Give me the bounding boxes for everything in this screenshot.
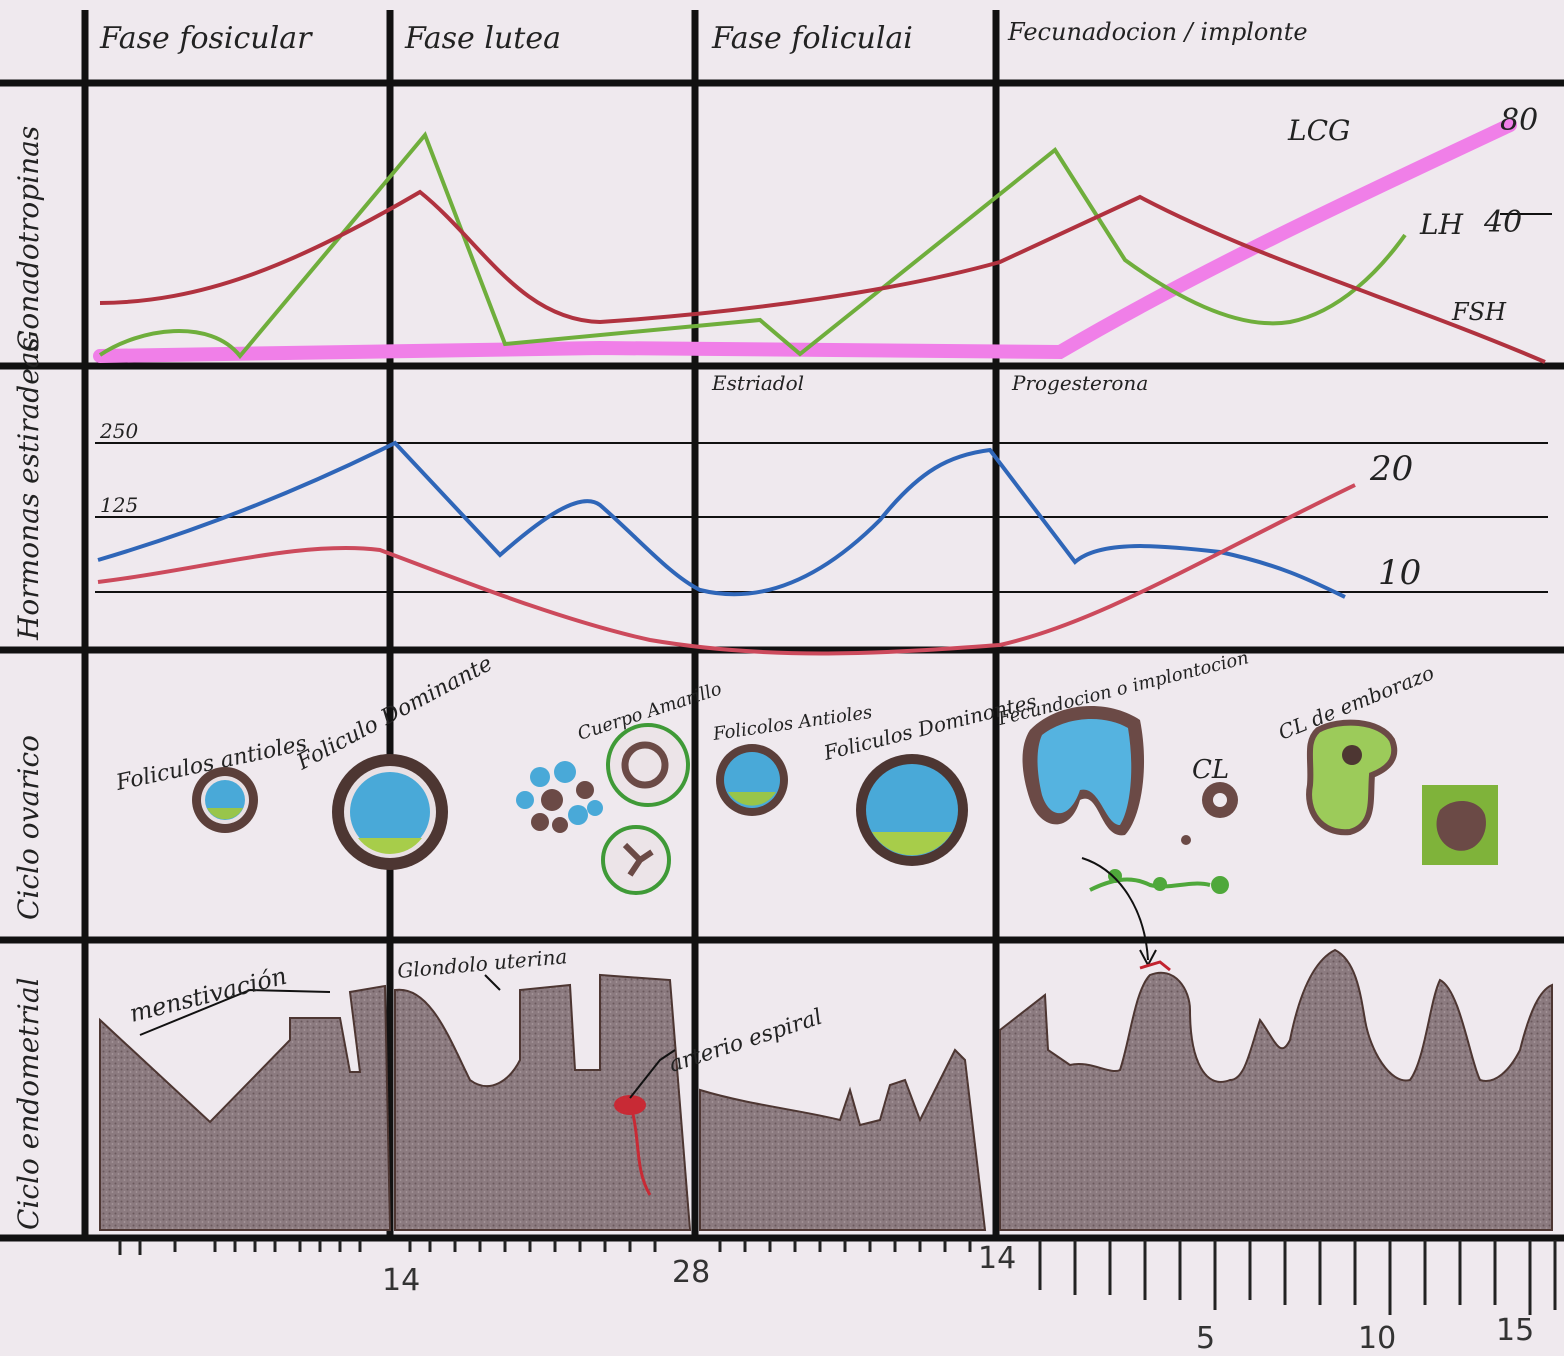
axis-label-day-14: 14 <box>382 1263 420 1298</box>
implantation-arrow <box>1081 857 1149 961</box>
phase-header-lutea: Fase lutea <box>404 21 561 56</box>
follicle-antral-2 <box>716 744 788 816</box>
progesterona-curve <box>97 483 1356 656</box>
lcg-label: LCG <box>1287 114 1350 147</box>
embryo-migration <box>1089 869 1229 894</box>
hormonas-gridlines <box>95 442 1548 593</box>
label-cl: CL <box>1192 755 1229 785</box>
phase-header-folicular-1: Fase fosicular <box>99 21 313 56</box>
estradiol-label: Estriadol <box>711 371 804 395</box>
implantation-site <box>1139 960 1171 972</box>
lh-curve <box>98 131 1407 360</box>
phase-header-fecundacion: Fecunadocion / implonte <box>1007 18 1308 46</box>
axis-ticks-days <box>118 1240 972 1255</box>
label-arteria-espiral: arterio espiral <box>666 1005 825 1078</box>
embryo-square <box>1422 785 1498 865</box>
gonadotropinas-panel: LCG LH FSH 80 40 <box>93 103 1552 364</box>
endometrium-menstrual <box>99 984 392 1231</box>
scale-label-80: 80 <box>1500 103 1538 138</box>
axis-ticks-weeks <box>1038 1240 1557 1315</box>
scale-label-250: 250 <box>99 419 138 443</box>
axis-label-week-15: 15 <box>1496 1313 1534 1348</box>
row-label-ciclo-ovarico: Ciclo ovarico <box>12 735 45 920</box>
gland-pointer <box>484 974 501 991</box>
estradiol-curve <box>97 440 1346 599</box>
fsh-curve <box>99 189 1546 364</box>
ovulated-follicle <box>1022 706 1145 836</box>
cl-pregnancy <box>1306 719 1398 836</box>
axis-label-week-10: 10 <box>1358 1321 1396 1356</box>
follicle-dominant-1 <box>332 754 448 870</box>
row-labels: Gonadotropinas Hormonas estiradeas Ciclo… <box>12 126 45 1230</box>
scale-label-40: 40 <box>1483 205 1522 240</box>
endometrio-panel: menstivación Glondolo uterina arterio es… <box>99 944 1553 1231</box>
scale-label-20: 20 <box>1369 449 1413 489</box>
label-glandula-uterina: Glondolo uterina <box>396 944 568 983</box>
corpus-albicans <box>601 825 671 895</box>
ruptured-follicle-cluster <box>516 761 603 833</box>
lh-label: LH <box>1419 208 1464 241</box>
row-label-hormonas: Hormonas estiradeas <box>12 337 45 641</box>
corpus-luteum <box>606 723 690 807</box>
ovario-panel: Foliculos antioles Foliculo Dominante Cu… <box>113 647 1498 968</box>
phase-headers: Fase fosicular Fase lutea Fase foliculai… <box>99 18 1308 56</box>
axis-label-week-5: 5 <box>1196 1321 1215 1356</box>
axis-label-day-14b: 14 <box>978 1241 1016 1276</box>
endometrium-follicular <box>699 1048 987 1231</box>
progesterona-label: Progesterona <box>1011 371 1148 395</box>
spiral-artery <box>614 1049 676 1196</box>
lcg-curve <box>93 118 1517 363</box>
endometrium-luteal <box>394 973 692 1231</box>
label-menstruacion: menstivación <box>127 962 290 1028</box>
hormonas-panel: 250 125 20 10 Estriadol Progesterona <box>95 371 1548 656</box>
row-label-ciclo-endometrial: Ciclo endometrial <box>12 977 45 1230</box>
small-corpus-luteum <box>1181 782 1238 845</box>
scale-label-125: 125 <box>100 493 138 517</box>
row-label-gonadotropinas: Gonadotropinas <box>12 126 45 352</box>
bottom-axis: 14 28 14 5 10 15 <box>118 1240 1557 1356</box>
follicle-dominant-2 <box>856 754 968 866</box>
endometrium-pregnancy <box>999 948 1553 1231</box>
menstruation-pointer <box>139 988 331 1036</box>
follicle-antral-1 <box>192 767 258 833</box>
scale-label-10: 10 <box>1378 553 1421 593</box>
axis-label-day-28: 28 <box>672 1255 710 1290</box>
phase-header-folicular-2: Fase foliculai <box>711 21 913 56</box>
fsh-label: FSH <box>1451 298 1507 326</box>
grid-lines <box>0 10 1564 1242</box>
